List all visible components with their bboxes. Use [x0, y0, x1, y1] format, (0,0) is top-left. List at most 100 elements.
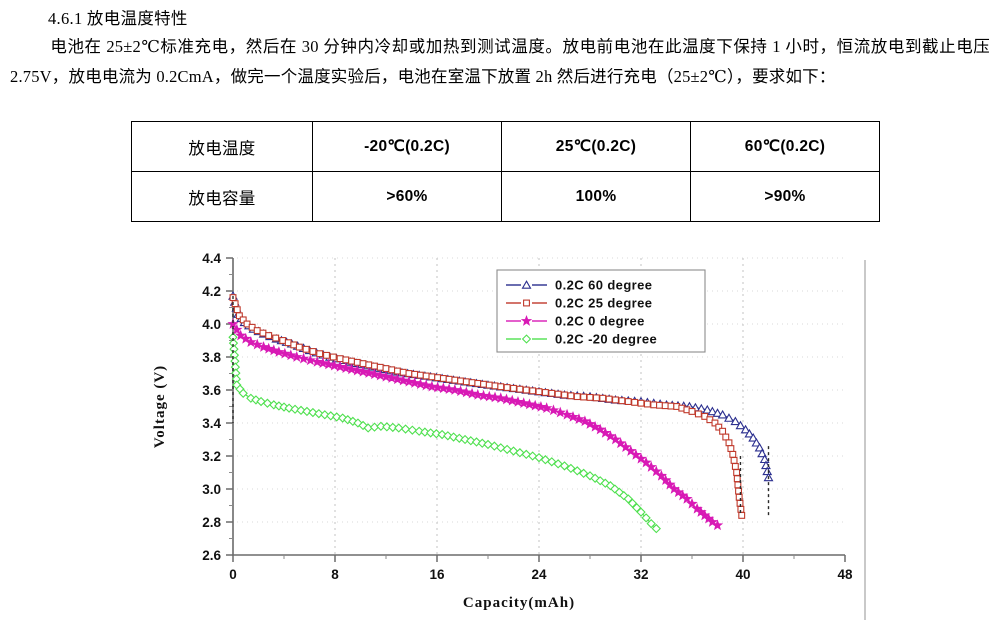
series-marker	[439, 375, 447, 382]
series-marker	[489, 441, 500, 451]
series-marker	[711, 419, 719, 427]
series-marker	[566, 463, 576, 474]
series-marker	[623, 494, 633, 504]
y-tick-label: 4.0	[202, 317, 221, 332]
series-marker	[510, 384, 517, 392]
series-2	[227, 318, 724, 531]
series-marker	[371, 362, 378, 370]
series-marker	[523, 398, 536, 410]
series-3	[228, 332, 661, 534]
series-marker	[735, 493, 743, 501]
series-marker	[735, 420, 746, 430]
series-marker	[374, 369, 386, 381]
series-marker	[314, 408, 324, 419]
series-marker	[416, 371, 424, 379]
discharge-temperature-table: 放电温度 -20℃(0.2C) 25℃(0.2C) 60℃(0.2C) 放电容量…	[131, 121, 880, 222]
series-marker	[483, 390, 495, 402]
y-tick-label: 4.4	[202, 251, 221, 266]
y-tick-label: 3.8	[202, 350, 221, 365]
series-marker	[411, 370, 419, 378]
figure-right-rule	[864, 260, 866, 620]
series-marker	[414, 378, 427, 390]
series-marker	[348, 357, 356, 365]
series-marker	[573, 413, 585, 424]
series-marker	[336, 355, 344, 363]
series-marker	[636, 507, 646, 517]
series-marker	[625, 445, 637, 456]
y-tick-label: 4.2	[202, 284, 221, 299]
series-marker	[483, 439, 493, 450]
series-marker	[256, 396, 266, 407]
series-marker	[540, 455, 551, 465]
series-marker	[632, 503, 642, 513]
series-marker	[245, 336, 257, 347]
series-marker	[659, 474, 672, 486]
series-marker	[740, 424, 751, 434]
legend-marker	[521, 334, 532, 344]
legend-item-0: 0.2C 60 degree	[506, 278, 652, 293]
series-marker	[239, 316, 247, 324]
series-marker	[259, 329, 267, 337]
series-marker	[729, 450, 737, 458]
legend-label: 0.2C 0 degree	[555, 314, 645, 329]
series-marker	[686, 497, 698, 509]
discharge-curve-figure: 2.6 2.8 3.0 3.2 3.4 3.6 3.8 4.0 4.2 4.4 0 8 16 24 32 40…	[0, 236, 1000, 620]
series-marker	[635, 452, 647, 464]
series-marker	[609, 433, 622, 445]
series-marker	[485, 381, 493, 389]
series-marker	[409, 377, 421, 388]
series-marker	[554, 390, 562, 398]
y-tick-label: 3.2	[202, 449, 221, 464]
legend-item-2: 0.2C 0 degree	[506, 314, 645, 329]
document-text-block: 4.6.1 放电温度特性 电池在 25±2℃标准充电，然后在 30 分钟内冷却或…	[0, 0, 1000, 92]
series-marker	[688, 408, 696, 415]
series-marker	[627, 498, 638, 508]
series-marker	[445, 375, 453, 383]
series-marker	[754, 442, 765, 452]
series-marker	[471, 437, 482, 447]
series-marker	[246, 393, 256, 403]
series-marker	[497, 383, 505, 391]
table-row: 放电温度 -20℃(0.2C) 25℃(0.2C) 60℃(0.2C)	[131, 121, 880, 172]
y-tick-label: 2.6	[202, 548, 221, 563]
legend-box	[496, 269, 706, 353]
series-marker	[296, 405, 306, 416]
series-marker	[516, 385, 524, 393]
series-marker	[431, 381, 444, 393]
series-marker	[618, 397, 626, 405]
series-marker	[707, 406, 718, 416]
legend-label: 0.2C -20 degree	[555, 332, 657, 347]
series-marker	[426, 380, 438, 392]
series-marker	[506, 394, 518, 406]
series-marker	[342, 356, 350, 364]
series-marker	[297, 352, 310, 364]
series-marker	[284, 403, 294, 413]
paragraph-line-2: 恒流放电到截止电压 2.75V，放电电流为 0.2CmA，做完一个温度实验后，电…	[10, 37, 990, 86]
series-marker	[641, 513, 651, 523]
series-marker	[422, 372, 430, 380]
series-marker	[477, 438, 487, 448]
series-marker	[386, 372, 398, 383]
series-marker	[368, 368, 381, 380]
series-1	[229, 294, 746, 519]
series-marker	[345, 363, 358, 375]
legend-label: 0.2C 60 degree	[555, 278, 652, 293]
series-marker	[365, 361, 373, 369]
series-marker	[309, 348, 317, 355]
series-marker	[711, 519, 724, 531]
series-marker	[233, 306, 241, 314]
series-marker	[425, 428, 436, 438]
y-tick-label: 2.8	[202, 515, 221, 530]
series-marker	[388, 422, 398, 433]
series-marker	[572, 466, 582, 476]
cell-capacity-25: 100%	[501, 171, 691, 222]
series-marker	[681, 492, 693, 504]
series-marker	[480, 380, 487, 388]
series-marker	[738, 511, 746, 519]
series-marker	[272, 334, 280, 342]
x-tick-label: 0	[229, 567, 237, 582]
series-marker	[661, 402, 669, 410]
series-marker	[357, 365, 369, 377]
cell-temp-minus20: -20℃(0.2C)	[312, 121, 502, 172]
series-marker	[547, 457, 557, 467]
